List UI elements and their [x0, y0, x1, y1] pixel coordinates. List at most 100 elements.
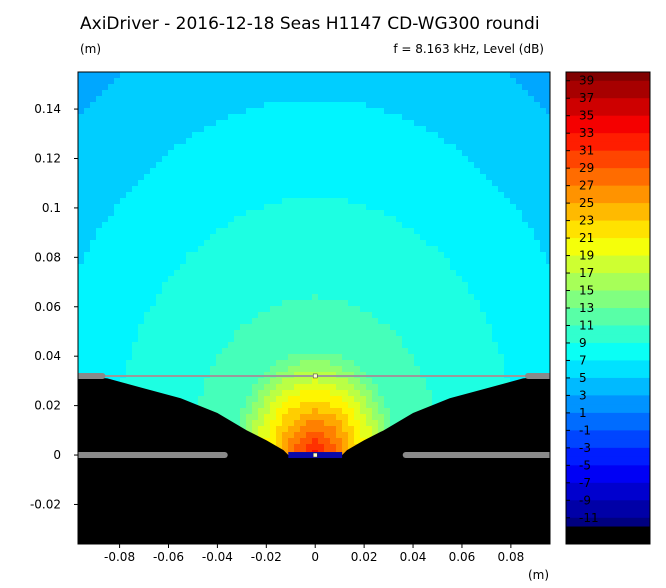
- heatmap-cell: [168, 384, 175, 391]
- heatmap-cell: [414, 312, 421, 319]
- heatmap-cell: [402, 234, 409, 241]
- heatmap-cell: [378, 300, 385, 307]
- heatmap-cell: [120, 144, 127, 151]
- heatmap-cell: [300, 402, 307, 409]
- heatmap-cell: [456, 72, 463, 79]
- heatmap-cell: [492, 306, 499, 313]
- heatmap-cell: [108, 228, 115, 235]
- heatmap-cell: [378, 354, 385, 361]
- heatmap-cell: [258, 384, 265, 391]
- heatmap-cell: [492, 144, 499, 151]
- heatmap-cell: [300, 174, 307, 181]
- heatmap-cell: [480, 210, 487, 217]
- heatmap-cell: [288, 126, 295, 133]
- heatmap-cell: [462, 90, 469, 97]
- heatmap-cell: [240, 72, 247, 79]
- heatmap-cell: [432, 228, 439, 235]
- heatmap-cell: [84, 84, 91, 91]
- heatmap-cell: [126, 288, 133, 295]
- heatmap-cell: [192, 222, 199, 229]
- heatmap-cell: [294, 168, 301, 175]
- heatmap-cell: [114, 354, 121, 361]
- heatmap-cell: [426, 180, 433, 187]
- heatmap-cell: [516, 294, 523, 301]
- heatmap-cell: [210, 396, 217, 403]
- heatmap-cell: [174, 384, 181, 391]
- heatmap-cell: [396, 264, 403, 271]
- heatmap-cell: [462, 72, 469, 79]
- heatmap-cell: [312, 90, 319, 97]
- heatmap-cell: [300, 342, 307, 349]
- heatmap-cell: [288, 378, 295, 385]
- heatmap-cell: [492, 90, 499, 97]
- heatmap-cell: [84, 162, 91, 169]
- heatmap-cell: [222, 354, 229, 361]
- heatmap-cell: [498, 294, 505, 301]
- heatmap-cell: [216, 378, 223, 385]
- heatmap-cell: [180, 180, 187, 187]
- heatmap-cell: [312, 168, 319, 175]
- heatmap-cell: [246, 264, 253, 271]
- heatmap-cell: [348, 168, 355, 175]
- heatmap-cell: [192, 264, 199, 271]
- heatmap-cell: [354, 228, 361, 235]
- heatmap-cell: [426, 378, 433, 385]
- heatmap-cell: [480, 300, 487, 307]
- heatmap-cell: [288, 90, 295, 97]
- heatmap-cell: [282, 114, 289, 121]
- heatmap-cell: [288, 216, 295, 223]
- heatmap-cell: [186, 114, 193, 121]
- heatmap-cell: [102, 366, 109, 373]
- heatmap-cell: [246, 258, 253, 265]
- heatmap-cell: [336, 228, 343, 235]
- heatmap-cell: [252, 228, 259, 235]
- heatmap-cell: [288, 342, 295, 349]
- heatmap-cell: [528, 348, 535, 355]
- heatmap-cell: [546, 84, 550, 91]
- heatmap-cell: [240, 336, 247, 343]
- heatmap-cell: [222, 210, 229, 217]
- heatmap-cell: [162, 210, 169, 217]
- heatmap-cell: [360, 138, 367, 145]
- heatmap-cell: [432, 216, 439, 223]
- heatmap-cell: [234, 246, 241, 253]
- heatmap-cell: [366, 342, 373, 349]
- heatmap-cell: [504, 264, 511, 271]
- heatmap-cell: [288, 120, 295, 127]
- heatmap-cell: [324, 204, 331, 211]
- heatmap-cell: [366, 192, 373, 199]
- heatmap-cell: [408, 336, 415, 343]
- heatmap-cell: [90, 330, 97, 337]
- heatmap-cell: [192, 78, 199, 85]
- heatmap-cell: [366, 258, 373, 265]
- heatmap-cell: [330, 138, 337, 145]
- heatmap-cell: [534, 354, 541, 361]
- heatmap-cell: [78, 342, 85, 349]
- heatmap-cell: [270, 144, 277, 151]
- heatmap-cell: [402, 144, 409, 151]
- heatmap-cell: [90, 102, 97, 109]
- heatmap-cell: [330, 396, 337, 403]
- heatmap-cell: [270, 414, 277, 421]
- heatmap-cell: [264, 330, 271, 337]
- heatmap-cell: [90, 234, 97, 241]
- heatmap-cell: [216, 264, 223, 271]
- heatmap-cell: [282, 126, 289, 133]
- heatmap-cell: [294, 336, 301, 343]
- heatmap-cell: [204, 390, 211, 397]
- heatmap-cell: [348, 138, 355, 145]
- heatmap-cell: [234, 204, 241, 211]
- heatmap-cell: [468, 342, 475, 349]
- heatmap-cell: [132, 228, 139, 235]
- heatmap-cell: [492, 258, 499, 265]
- heatmap-cell: [156, 156, 163, 163]
- heatmap-cell: [270, 210, 277, 217]
- heatmap-cell: [378, 108, 385, 115]
- heatmap-cell: [156, 288, 163, 295]
- heatmap-cell: [144, 342, 151, 349]
- heatmap-cell: [342, 336, 349, 343]
- heatmap-cell: [300, 156, 307, 163]
- heatmap-cell: [264, 342, 271, 349]
- heatmap-cell: [138, 306, 145, 313]
- heatmap-cell: [426, 108, 433, 115]
